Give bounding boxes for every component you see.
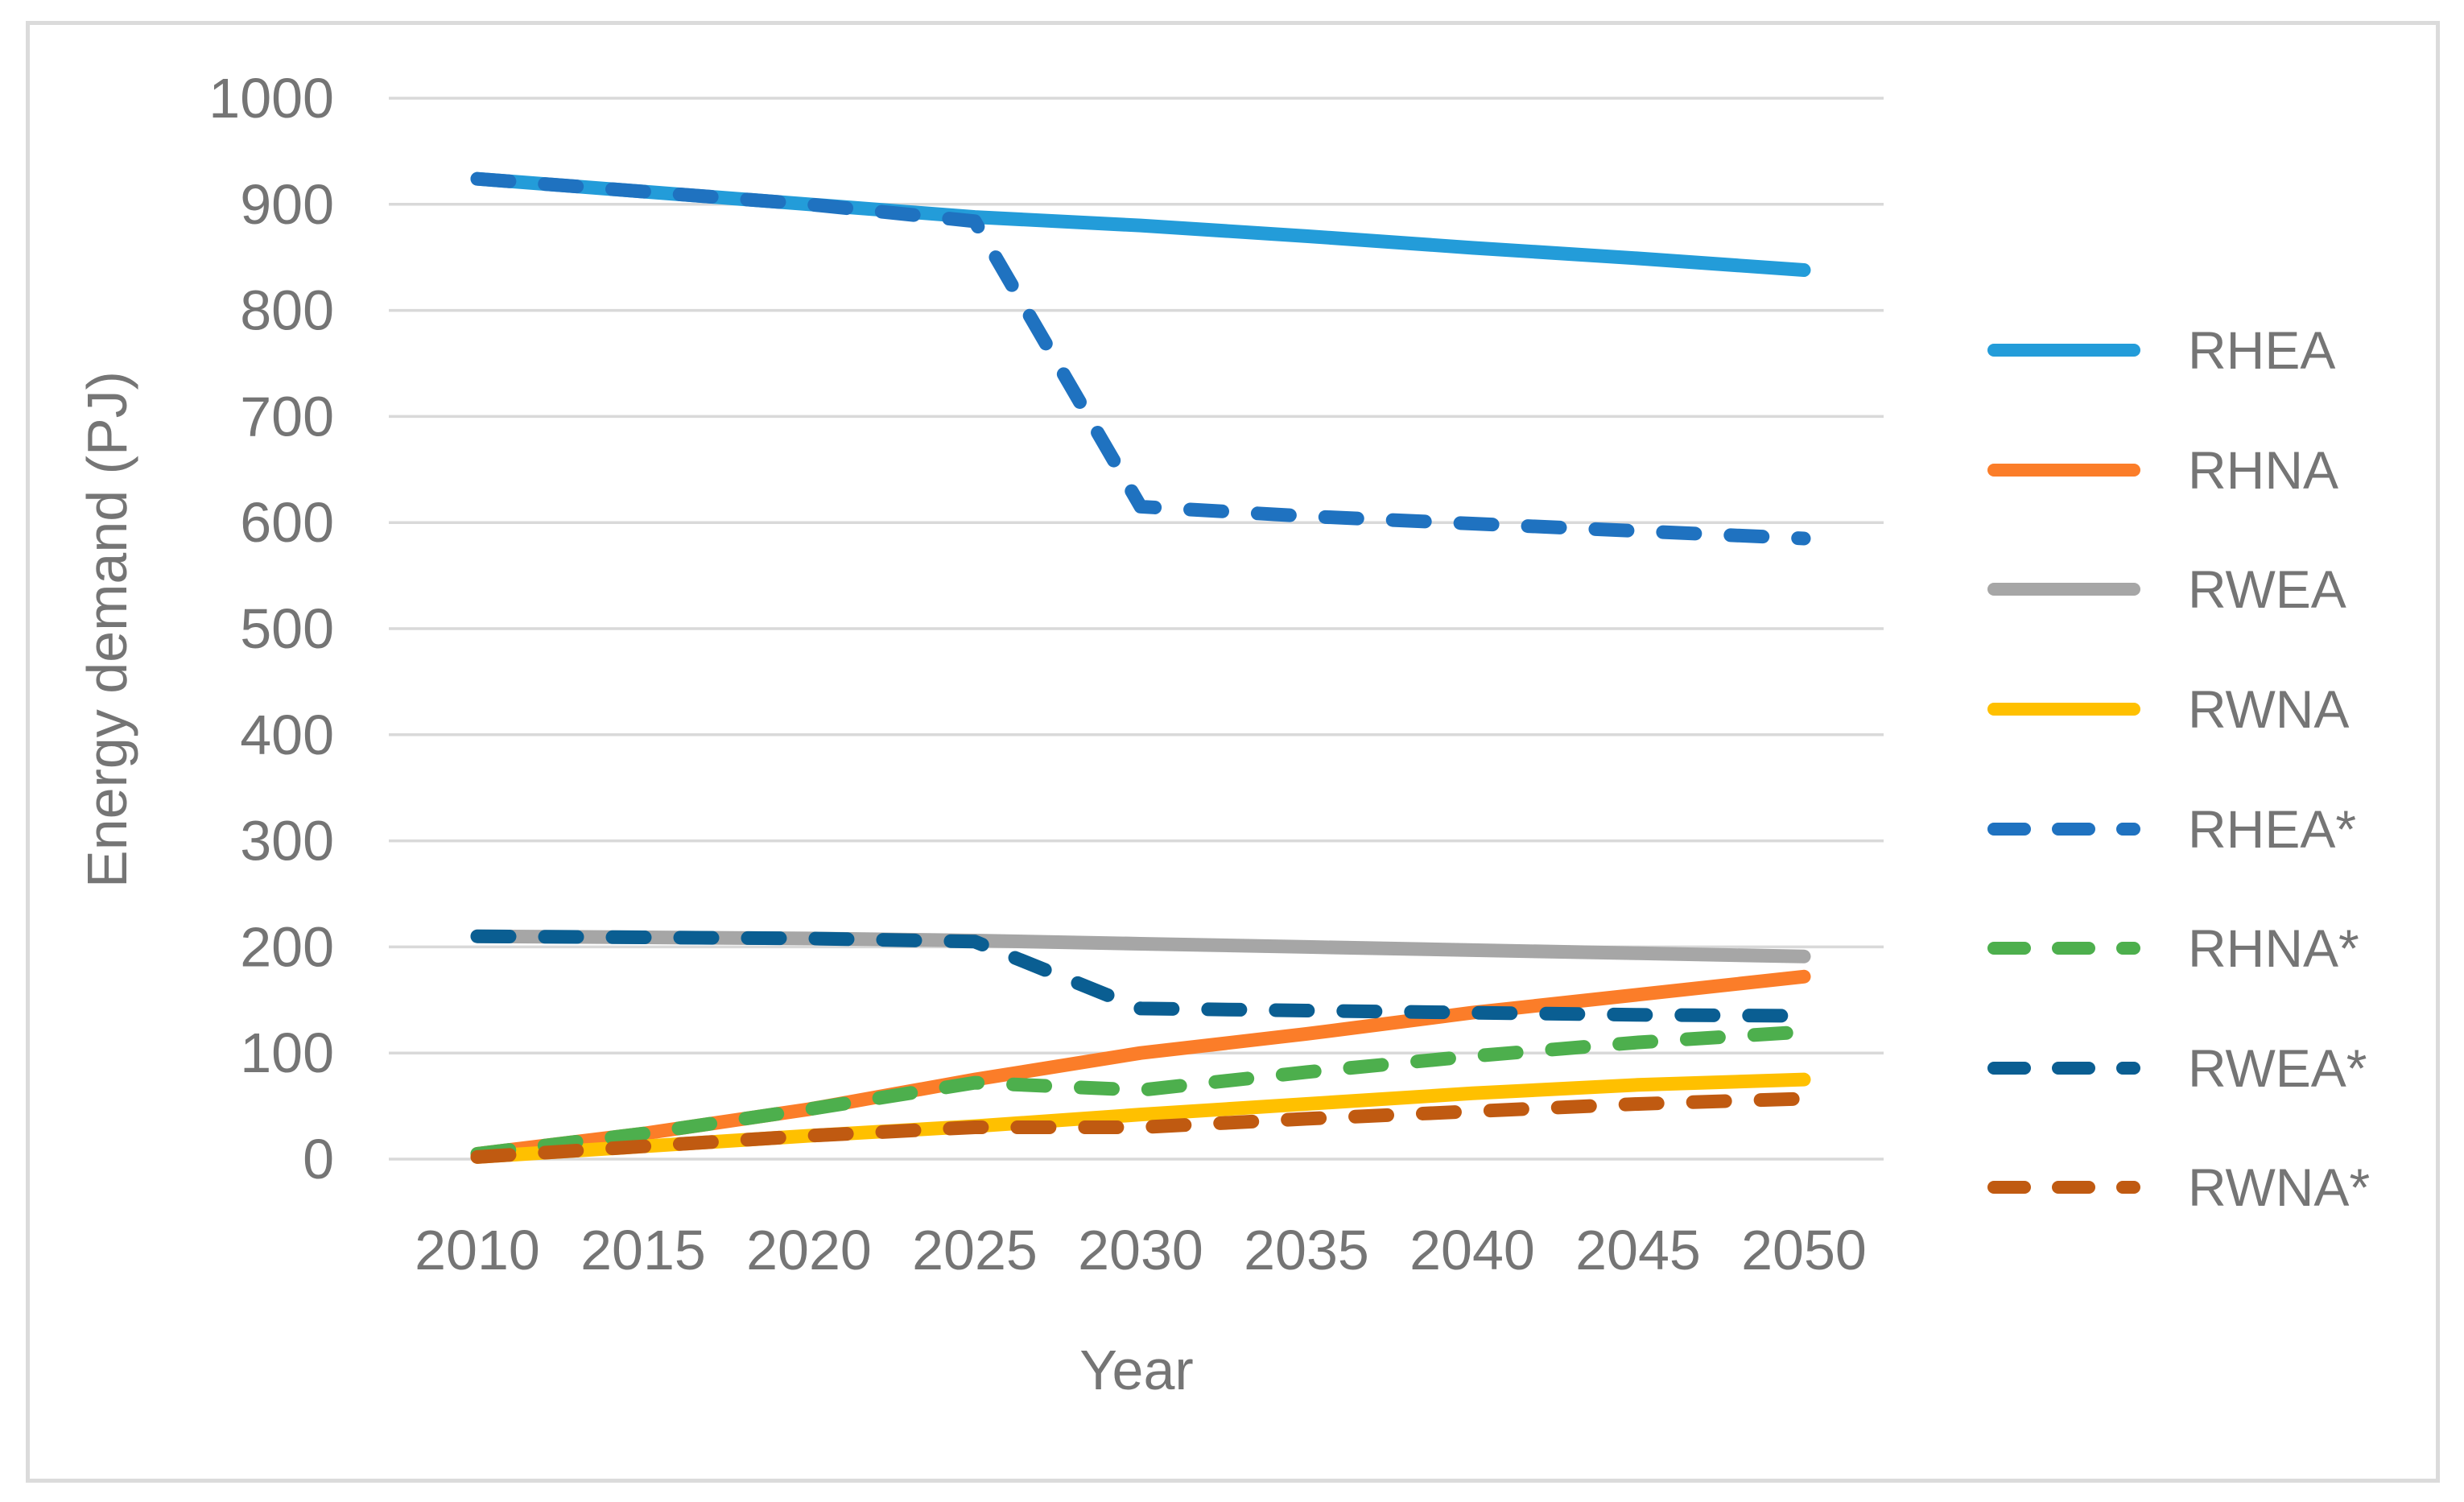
series-line-rwna-star [470,1091,1811,1164]
legend-item-rwna-star: RWNA* [1987,1128,2370,1248]
x-tick-label: 2010 [415,1219,540,1281]
legend-item-rwea: RWEA [1987,530,2370,650]
legend-swatch [1987,344,2140,357]
legend-label: RHNA [2188,439,2339,500]
x-axis-tick-labels: 2010 2015 2020 2025 2030 2035 2040 2045 2050 [415,1219,1867,1281]
y-tick-label: 900 [240,173,334,236]
legend-item-rhea: RHEA [1987,291,2370,411]
series-line-rhna-star [470,1025,1811,1161]
series-line-rwea-star [470,929,1811,1023]
legend-swatch [1987,463,2140,477]
x-tick-label: 2020 [746,1219,872,1281]
x-tick-label: 2040 [1409,1219,1535,1281]
y-tick-label: 500 [240,597,334,660]
legend-label: RWNA [2188,679,2350,740]
x-axis-title: Year [1079,1339,1194,1401]
legend-item-rhna-star: RHNA* [1987,889,2370,1009]
x-tick-label: 2035 [1244,1219,1369,1281]
legend-item-rhna: RHNA [1987,411,2370,530]
y-tick-label: 200 [240,915,334,978]
x-tick-label: 2045 [1575,1219,1701,1281]
y-tick-label: 100 [240,1021,334,1084]
legend-label: RWNA* [2188,1157,2371,1218]
x-tick-label: 2025 [912,1219,1038,1281]
legend-swatch [1987,583,2140,596]
legend-item-rhea-star: RHEA* [1987,769,2370,889]
y-tick-label: 300 [240,810,334,873]
legend: RHEA RHNA RWEA RWNA RHEA* RHNA* RWEA* RWNA* [1987,291,2370,1248]
series-lines [470,171,1811,1164]
legend-swatch [1987,1061,2140,1075]
series-line-rhea-star [470,171,1811,546]
y-tick-label: 600 [240,491,334,554]
gridlines [389,97,1884,1161]
legend-label: RHEA* [2188,798,2357,859]
y-tick-label: 800 [240,279,334,342]
y-axis-tick-labels: 0 100 200 300 400 500 600 700 800 900 1000 [208,67,334,1190]
legend-item-rwna: RWNA [1987,650,2370,770]
y-tick-label: 1000 [208,67,334,130]
legend-label: RWEA [2188,559,2346,620]
legend-label: RHEA [2188,320,2336,381]
y-axis-title: Energy demand (PJ) [76,371,138,888]
x-tick-label: 2030 [1078,1219,1203,1281]
y-tick-label: 0 [303,1128,334,1190]
legend-swatch [1987,1181,2140,1195]
x-tick-label: 2015 [580,1219,706,1281]
legend-label: RHNA* [2188,918,2359,979]
legend-label: RWEA* [2188,1038,2367,1098]
y-tick-label: 700 [240,385,334,448]
legend-swatch [1987,942,2140,955]
legend-swatch [1987,703,2140,716]
x-tick-label: 2050 [1741,1219,1867,1281]
y-tick-label: 400 [240,704,334,766]
legend-item-rwea-star: RWEA* [1987,1009,2370,1129]
legend-swatch [1987,822,2140,836]
